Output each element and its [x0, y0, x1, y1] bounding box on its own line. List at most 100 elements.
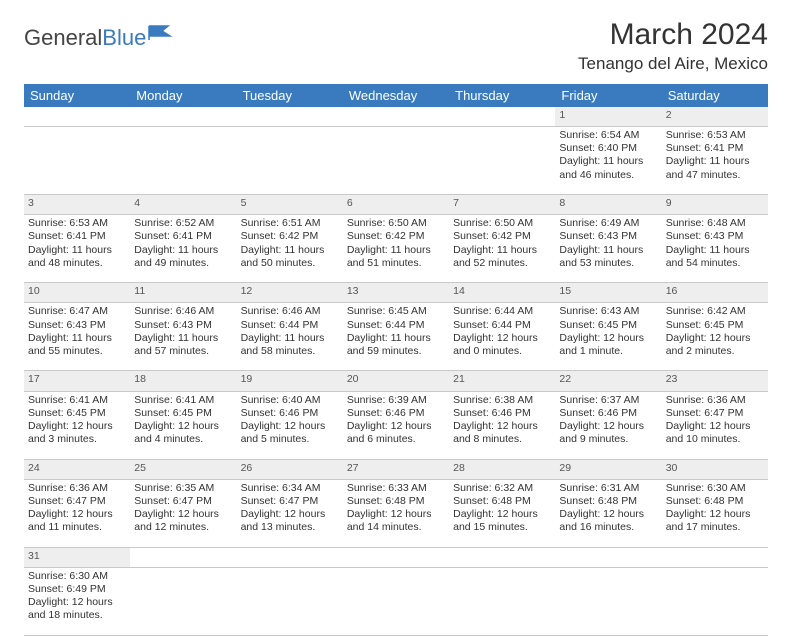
location-label: Tenango del Aire, Mexico — [578, 54, 768, 74]
sunrise-text: Sunrise: 6:48 AM — [666, 217, 764, 230]
sunset-text: Sunset: 6:47 PM — [28, 495, 126, 508]
day-cell — [237, 127, 343, 195]
sunrise-text: Sunrise: 6:30 AM — [666, 482, 764, 495]
sunrise-text: Sunrise: 6:51 AM — [241, 217, 339, 230]
daylight-text: Daylight: 12 hours and 10 minutes. — [666, 420, 764, 446]
day-cell: Sunrise: 6:37 AMSunset: 6:46 PMDaylight:… — [555, 391, 661, 459]
sunset-text: Sunset: 6:46 PM — [347, 407, 445, 420]
sunrise-text: Sunrise: 6:31 AM — [559, 482, 657, 495]
day-cell — [130, 567, 236, 635]
day-number-cell: 30 — [662, 459, 768, 479]
sunrise-text: Sunrise: 6:41 AM — [134, 394, 232, 407]
daylight-text: Daylight: 12 hours and 13 minutes. — [241, 508, 339, 534]
day-number-cell: 20 — [343, 371, 449, 391]
day-number-cell — [237, 107, 343, 127]
sunrise-text: Sunrise: 6:46 AM — [134, 305, 232, 318]
daylight-text: Daylight: 11 hours and 58 minutes. — [241, 332, 339, 358]
daylight-text: Daylight: 11 hours and 50 minutes. — [241, 244, 339, 270]
sunset-text: Sunset: 6:40 PM — [559, 142, 657, 155]
day-number-cell: 17 — [24, 371, 130, 391]
daylight-text: Daylight: 12 hours and 3 minutes. — [28, 420, 126, 446]
sunset-text: Sunset: 6:44 PM — [347, 319, 445, 332]
month-title: March 2024 — [578, 18, 768, 52]
day-cell: Sunrise: 6:32 AMSunset: 6:48 PMDaylight:… — [449, 479, 555, 547]
day-number-cell: 8 — [555, 195, 661, 215]
sunset-text: Sunset: 6:45 PM — [28, 407, 126, 420]
title-block: March 2024 Tenango del Aire, Mexico — [578, 18, 768, 74]
daylight-text: Daylight: 12 hours and 5 minutes. — [241, 420, 339, 446]
sunrise-text: Sunrise: 6:33 AM — [347, 482, 445, 495]
day-cell: Sunrise: 6:34 AMSunset: 6:47 PMDaylight:… — [237, 479, 343, 547]
day-cell: Sunrise: 6:48 AMSunset: 6:43 PMDaylight:… — [662, 215, 768, 283]
sunrise-text: Sunrise: 6:39 AM — [347, 394, 445, 407]
weekday-header: Saturday — [662, 84, 768, 107]
sunset-text: Sunset: 6:42 PM — [241, 230, 339, 243]
day-number-cell: 2 — [662, 107, 768, 127]
day-cell — [237, 567, 343, 635]
sunset-text: Sunset: 6:46 PM — [453, 407, 551, 420]
day-number-cell: 14 — [449, 283, 555, 303]
sunset-text: Sunset: 6:48 PM — [666, 495, 764, 508]
day-number-cell: 21 — [449, 371, 555, 391]
daylight-text: Daylight: 11 hours and 52 minutes. — [453, 244, 551, 270]
day-cell: Sunrise: 6:47 AMSunset: 6:43 PMDaylight:… — [24, 303, 130, 371]
brand-logo: GeneralBlue — [24, 24, 174, 52]
sunset-text: Sunset: 6:44 PM — [241, 319, 339, 332]
sunrise-text: Sunrise: 6:36 AM — [28, 482, 126, 495]
sunrise-text: Sunrise: 6:32 AM — [453, 482, 551, 495]
day-cell: Sunrise: 6:42 AMSunset: 6:45 PMDaylight:… — [662, 303, 768, 371]
day-number-cell — [343, 107, 449, 127]
sunrise-text: Sunrise: 6:50 AM — [453, 217, 551, 230]
day-number-cell — [130, 547, 236, 567]
day-cell: Sunrise: 6:39 AMSunset: 6:46 PMDaylight:… — [343, 391, 449, 459]
daylight-text: Daylight: 12 hours and 17 minutes. — [666, 508, 764, 534]
day-number-cell: 24 — [24, 459, 130, 479]
day-cell: Sunrise: 6:30 AMSunset: 6:49 PMDaylight:… — [24, 567, 130, 635]
day-number-cell: 22 — [555, 371, 661, 391]
weekday-header: Monday — [130, 84, 236, 107]
day-cell: Sunrise: 6:50 AMSunset: 6:42 PMDaylight:… — [449, 215, 555, 283]
day-cell — [343, 567, 449, 635]
weekday-header: Wednesday — [343, 84, 449, 107]
sunrise-text: Sunrise: 6:43 AM — [559, 305, 657, 318]
day-number-cell — [449, 547, 555, 567]
day-cell: Sunrise: 6:40 AMSunset: 6:46 PMDaylight:… — [237, 391, 343, 459]
daylight-text: Daylight: 12 hours and 12 minutes. — [134, 508, 232, 534]
day-cell: Sunrise: 6:41 AMSunset: 6:45 PMDaylight:… — [24, 391, 130, 459]
day-cell: Sunrise: 6:46 AMSunset: 6:43 PMDaylight:… — [130, 303, 236, 371]
sunrise-text: Sunrise: 6:49 AM — [559, 217, 657, 230]
day-number-cell: 7 — [449, 195, 555, 215]
day-cell: Sunrise: 6:30 AMSunset: 6:48 PMDaylight:… — [662, 479, 768, 547]
day-number-cell: 9 — [662, 195, 768, 215]
sunset-text: Sunset: 6:43 PM — [666, 230, 764, 243]
sunset-text: Sunset: 6:47 PM — [241, 495, 339, 508]
daylight-text: Daylight: 12 hours and 16 minutes. — [559, 508, 657, 534]
sunset-text: Sunset: 6:42 PM — [347, 230, 445, 243]
sunrise-text: Sunrise: 6:38 AM — [453, 394, 551, 407]
daylight-text: Daylight: 12 hours and 11 minutes. — [28, 508, 126, 534]
day-number-cell: 19 — [237, 371, 343, 391]
sunset-text: Sunset: 6:47 PM — [666, 407, 764, 420]
day-number-cell: 13 — [343, 283, 449, 303]
daylight-text: Daylight: 12 hours and 8 minutes. — [453, 420, 551, 446]
day-cell: Sunrise: 6:38 AMSunset: 6:46 PMDaylight:… — [449, 391, 555, 459]
sunrise-text: Sunrise: 6:44 AM — [453, 305, 551, 318]
sunrise-text: Sunrise: 6:37 AM — [559, 394, 657, 407]
daylight-text: Daylight: 11 hours and 59 minutes. — [347, 332, 445, 358]
page-header: GeneralBlue March 2024 Tenango del Aire,… — [24, 18, 768, 74]
brand-part2: Blue — [102, 25, 146, 51]
sunrise-text: Sunrise: 6:40 AM — [241, 394, 339, 407]
day-cell: Sunrise: 6:33 AMSunset: 6:48 PMDaylight:… — [343, 479, 449, 547]
day-cell: Sunrise: 6:50 AMSunset: 6:42 PMDaylight:… — [343, 215, 449, 283]
day-cell — [662, 567, 768, 635]
day-cell: Sunrise: 6:41 AMSunset: 6:45 PMDaylight:… — [130, 391, 236, 459]
day-cell: Sunrise: 6:53 AMSunset: 6:41 PMDaylight:… — [662, 127, 768, 195]
day-number-cell: 5 — [237, 195, 343, 215]
day-number-cell — [662, 547, 768, 567]
daylight-text: Daylight: 12 hours and 4 minutes. — [134, 420, 232, 446]
sunset-text: Sunset: 6:41 PM — [666, 142, 764, 155]
sunset-text: Sunset: 6:46 PM — [559, 407, 657, 420]
day-cell: Sunrise: 6:45 AMSunset: 6:44 PMDaylight:… — [343, 303, 449, 371]
day-cell — [449, 567, 555, 635]
sunset-text: Sunset: 6:42 PM — [453, 230, 551, 243]
